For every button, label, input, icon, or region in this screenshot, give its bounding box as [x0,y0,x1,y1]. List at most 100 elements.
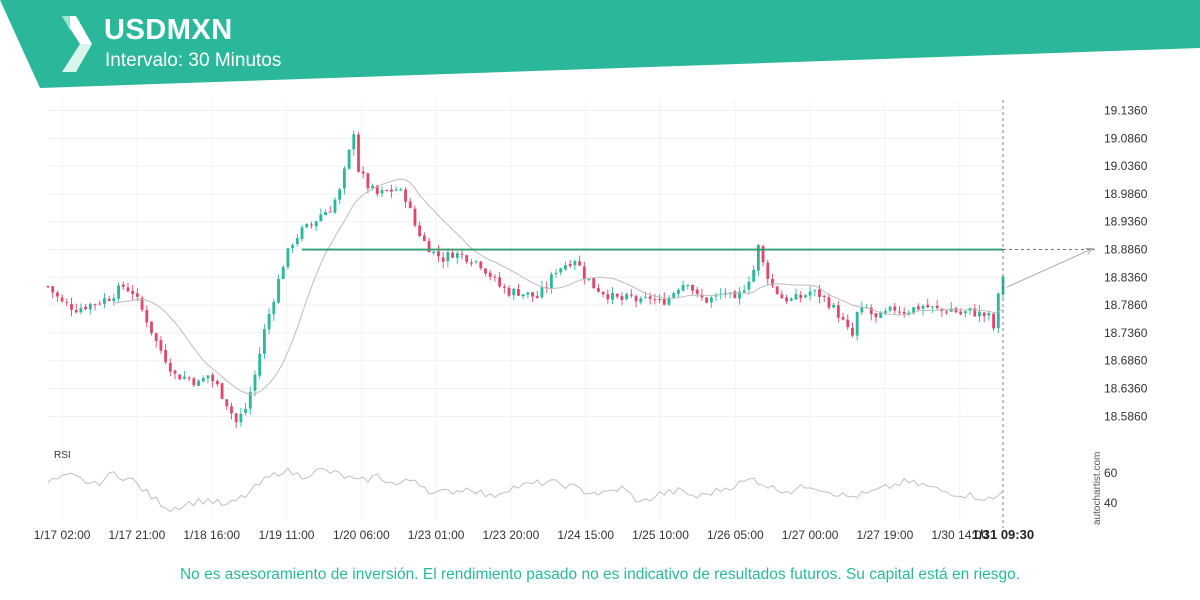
candle-body [766,262,770,279]
candle-body [197,380,200,386]
candle-body [869,307,873,315]
candle-body [611,292,614,300]
forecast-arrow [1006,247,1095,288]
rsi-axis-labels: 60 40 [1104,466,1118,510]
x-tick-label: 1/18 16:00 [183,528,240,542]
candle-body [935,305,939,309]
candle-body [860,307,864,313]
candle-body [418,225,422,236]
candle-body [324,212,327,216]
candle-body [681,285,685,291]
candle-body [310,224,313,226]
candle-body [150,321,153,334]
candle-body [785,297,789,302]
candle-body [305,223,309,228]
candle-body [338,189,342,200]
candle-body [291,244,295,248]
candle-body [827,297,831,308]
candle-body [644,296,647,298]
candle-body [460,253,464,255]
candle-body [898,311,901,313]
candle-body [112,298,116,302]
candle-body [578,261,582,266]
candle-body [963,311,967,314]
y-tick-label: 18.6360 [1104,382,1148,396]
candle-body [103,298,106,304]
candle-body [441,257,445,262]
candle-body [714,295,718,297]
candle-body [437,251,440,257]
candle-body [187,377,191,379]
candle-body [738,291,741,299]
candle-body [201,378,205,382]
candle-body [549,274,553,289]
candle-body [107,298,111,301]
candle-body [451,252,454,258]
candle-body [361,171,365,174]
candle-body [366,173,370,189]
rsi-label: RSI [54,450,71,461]
candle-body [465,255,469,262]
moving-average-line [113,178,1004,395]
candle-body [883,311,887,314]
candle-body [531,292,534,297]
candle-body [484,268,487,274]
autochartist-logo [62,16,92,72]
candle-body [220,383,224,399]
candle-body [404,189,407,202]
candle-body [79,307,83,313]
x-tick-label: 1/20 06:00 [333,528,390,542]
candle-body [973,308,977,317]
header-banner-shape [0,0,1200,88]
candle-body [192,378,196,386]
watermark: autochartist.com [1092,452,1103,525]
candle-body [695,289,699,294]
candle-body [568,264,572,267]
candle-body [672,293,676,299]
candle-body [686,284,690,286]
candle-body [945,311,948,313]
rsi-line [47,467,1004,513]
x-tick-label: 1/26 05:00 [707,528,764,542]
candle-body [117,285,120,299]
candle-body [432,251,436,254]
candle-body [281,266,285,280]
candle-body [121,284,125,287]
candle-body [931,306,934,308]
candle-body [978,311,981,317]
candle-body [154,333,158,341]
candle-body [1001,276,1005,295]
candle-body [836,305,840,318]
candle-body [394,189,398,191]
candle-body [422,235,426,241]
candle-body [168,363,172,372]
candle-body [357,134,360,172]
candle-body [775,286,779,294]
candle-body [253,374,257,391]
x-tick-label: 1/23 20:00 [483,528,540,542]
candle-body [469,262,473,264]
candle-body [507,287,511,296]
candle-body [215,380,219,385]
candle-body [164,349,168,363]
y-tick-label: 18.7860 [1104,298,1148,312]
candle-body [131,290,135,295]
candle-body [742,290,746,293]
candle-body [874,313,878,318]
candle-body [314,221,318,227]
candle-body [851,327,854,336]
candle-body [592,278,596,289]
candle-body [667,297,671,305]
candle-body [521,294,525,297]
candle-body [206,375,210,379]
interval-subtitle: Intervalo: 30 Minutos [105,50,282,71]
candle-body [780,294,784,299]
candle-body [597,288,600,292]
candle-body [427,240,431,253]
candle-body [272,301,276,315]
candle-body [959,311,963,315]
rsi-tick-label: 60 [1104,466,1118,480]
candle-body [399,189,403,191]
candle-body [234,413,238,423]
candle-body [789,298,793,301]
